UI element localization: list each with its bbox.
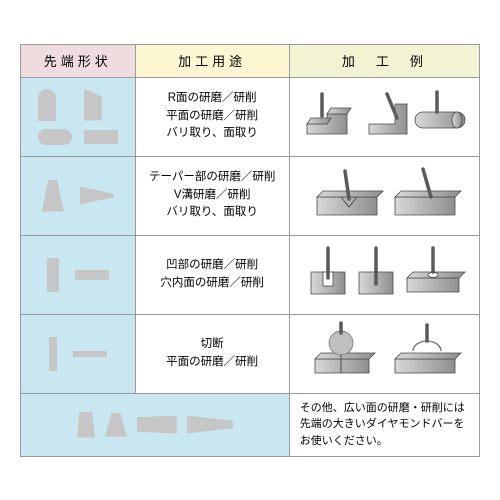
footer-shape-cell	[21, 394, 290, 456]
tip-shape-cell	[21, 157, 136, 235]
table-header-row: 先端形状 加工用途 加 工 例	[21, 45, 479, 78]
use-cell: 凹部の研磨／研削 穴内面の研磨／研削	[136, 236, 290, 314]
use-line: 切断	[201, 336, 224, 354]
use-cell: R面の研磨／研削 平面の研磨／研削 バリ取り、面取り	[136, 78, 290, 156]
use-line: テーパー部の研磨／研削	[149, 169, 275, 187]
shape-taper-icon	[42, 180, 64, 212]
shape-large-flat-icon	[187, 416, 233, 434]
table-footer-row: その他、広い面の研磨・研削には先端の大きいダイヤモンドバーをお使いください。	[21, 394, 479, 456]
use-line: 穴内面の研磨／研削	[160, 275, 264, 293]
shape-wedge-icon	[84, 89, 102, 121]
example-illustration	[299, 84, 469, 150]
shape-slab-icon	[75, 270, 109, 280]
table-row: テーパー部の研磨／研削 V溝研磨／研削 バリ取り、面取り	[21, 157, 479, 236]
header-ex: 加 工 例	[290, 45, 479, 77]
example-cell	[290, 157, 479, 235]
spec-table: 先端形状 加工用途 加 工 例 R面の研磨／研削 平面の研磨／研削 バリ取り、面…	[20, 44, 480, 457]
shape-point-icon	[80, 187, 114, 205]
example-illustration	[299, 321, 469, 387]
example-illustration	[299, 163, 469, 229]
use-cell: テーパー部の研磨／研削 V溝研磨／研削 バリ取り、面取り	[136, 157, 290, 235]
example-cell	[290, 78, 479, 156]
tip-shape-cell	[21, 315, 136, 393]
header-shape-text: 先端形状	[44, 51, 112, 70]
table-row: 切断 平面の研磨／研削	[21, 315, 479, 394]
shape-rect-icon	[84, 130, 118, 144]
footer-text-cell: その他、広い面の研磨・研削には先端の大きいダイヤモンドバーをお使いください。	[290, 394, 479, 456]
header-use-text: 加工用途	[178, 51, 246, 70]
use-line: 平面の研磨／研削	[166, 354, 258, 372]
footer-text: その他、広い面の研磨・研削には先端の大きいダイヤモンドバーをお使いください。	[300, 400, 469, 450]
shape-large-cone-icon	[105, 413, 127, 437]
shape-thin-bar-icon	[73, 351, 107, 357]
use-line: バリ取り、面取り	[166, 204, 258, 222]
tip-shape-cell	[21, 236, 136, 314]
table-row: R面の研磨／研削 平面の研磨／研削 バリ取り、面取り	[21, 78, 479, 157]
header-ex-text: 加 工 例	[342, 51, 427, 70]
use-line: V溝研磨／研削	[174, 187, 251, 205]
example-cell	[290, 236, 479, 314]
example-illustration	[299, 242, 469, 308]
use-line: バリ取り、面取り	[166, 125, 258, 143]
shape-cylinder-icon	[38, 89, 56, 121]
shape-large-taper-icon	[77, 412, 95, 438]
shape-large-wedge-icon	[137, 416, 177, 434]
tip-shape-cell	[21, 78, 136, 156]
shape-thin-disc-icon	[49, 337, 57, 371]
use-line: R面の研磨／研削	[168, 90, 257, 108]
header-use: 加工用途	[136, 45, 290, 77]
use-line: 平面の研磨／研削	[166, 108, 258, 126]
header-shape: 先端形状	[21, 45, 136, 77]
example-cell	[290, 315, 479, 393]
table-row: 凹部の研磨／研削 穴内面の研磨／研削	[21, 236, 479, 315]
shape-oval-icon	[38, 129, 72, 145]
use-line: 凹部の研磨／研削	[166, 257, 258, 275]
shape-pin-icon	[47, 258, 59, 292]
use-cell: 切断 平面の研磨／研削	[136, 315, 290, 393]
